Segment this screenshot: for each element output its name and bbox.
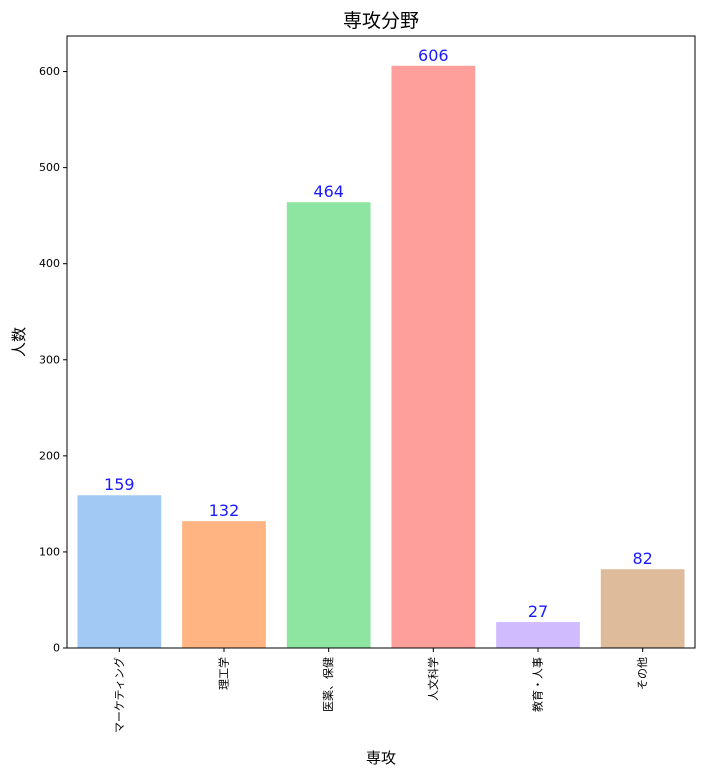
data-label-4: 606 xyxy=(418,46,449,65)
y-tick-label: 600 xyxy=(39,65,60,78)
y-tick-label: 300 xyxy=(39,353,60,366)
y-tick-label: 0 xyxy=(53,642,60,655)
bar-4 xyxy=(391,65,476,649)
y-tick-label: 500 xyxy=(39,161,60,174)
bar-2 xyxy=(182,521,266,648)
y-axis: 0 100 200 300 400 500 600 xyxy=(39,65,67,655)
x-axis-label: 専攻 xyxy=(366,749,396,767)
data-label-1: 159 xyxy=(104,475,135,494)
y-tick-label: 400 xyxy=(39,257,60,270)
y-axis-label: 人数 xyxy=(10,327,28,357)
bar-3 xyxy=(286,202,371,648)
y-tick-label: 100 xyxy=(39,545,60,558)
bar-6 xyxy=(600,569,685,648)
x-tick-label: 人文科学 xyxy=(426,657,440,701)
x-axis: マーケティング 理工学 医薬、保健 人文科学 教育・人事 その他 xyxy=(112,648,649,733)
data-label-3: 464 xyxy=(313,182,344,201)
bar-1 xyxy=(77,495,162,648)
data-label-6: 82 xyxy=(632,549,652,568)
chart-title: 専攻分野 xyxy=(343,10,419,32)
bar-5 xyxy=(496,622,580,648)
x-tick-label: マーケティング xyxy=(112,657,126,733)
x-tick-label: 医薬、保健 xyxy=(321,657,335,712)
data-label-5: 27 xyxy=(528,602,548,621)
data-label-2: 132 xyxy=(209,501,240,520)
bars-layer xyxy=(77,65,685,649)
x-tick-label: 理工学 xyxy=(217,657,231,690)
x-tick-label: 教育・人事 xyxy=(531,657,545,712)
data-labels-layer: 159 132 464 606 27 82 xyxy=(104,46,653,621)
y-tick-label: 200 xyxy=(39,449,60,462)
plot-area-frame xyxy=(66,35,696,649)
x-tick-label: その他 xyxy=(636,657,649,690)
